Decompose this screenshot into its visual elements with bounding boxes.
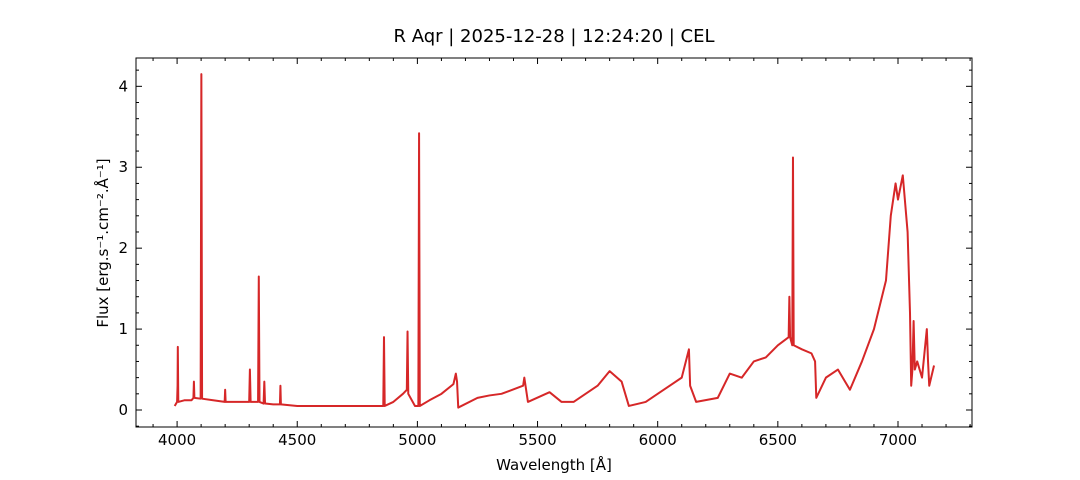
- spectrum-line: [173, 73, 936, 409]
- plot-frame: [135, 57, 973, 428]
- x-tick-label: 7000: [879, 431, 917, 449]
- x-axis-label: Wavelength [Å]: [496, 455, 612, 474]
- x-tick-label: 4500: [278, 431, 316, 449]
- y-axis-label: Flux [erg.s⁻¹.cm⁻².Å⁻¹]: [93, 158, 112, 327]
- x-tick-label: 4000: [158, 431, 196, 449]
- y-tick-label: 3: [118, 158, 128, 176]
- x-tick-label: 6000: [639, 431, 677, 449]
- y-tick-label: 0: [118, 401, 128, 419]
- y-tick-label: 4: [118, 77, 128, 95]
- y-tick-label: 2: [118, 239, 128, 257]
- x-tick-label: 5000: [398, 431, 436, 449]
- x-tick-label: 6500: [759, 431, 797, 449]
- y-tick-label: 1: [118, 320, 128, 338]
- x-tick-label: 5500: [518, 431, 556, 449]
- chart-title: R Aqr | 2025-12-28 | 12:24:20 | CEL: [394, 26, 715, 47]
